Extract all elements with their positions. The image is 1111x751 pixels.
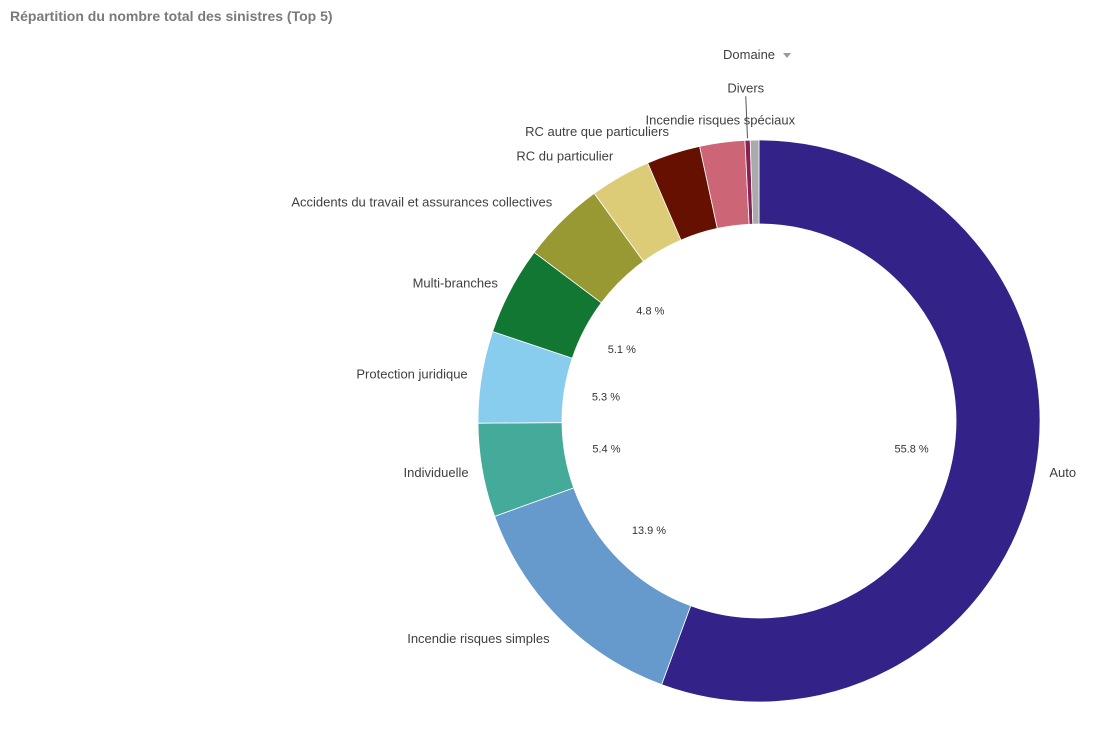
category-label-multi-branches: Multi-branches xyxy=(413,276,499,291)
caret-down-icon xyxy=(783,53,792,58)
domaine-dropdown-label: Domaine xyxy=(723,47,776,62)
pct-label-multi-branches: 5.1 % xyxy=(608,344,636,356)
category-label-protection-juridique: Protection juridique xyxy=(356,367,467,382)
category-label-rc-autre-que-particuliers: RC autre que particuliers xyxy=(525,124,669,139)
pct-label-accidents-du-travail-et-assurances-collectives: 4.8 % xyxy=(636,305,664,317)
category-label-individuelle: Individuelle xyxy=(404,465,469,480)
category-label-accidents-du-travail-et-assurances-collectives: Accidents du travail et assurances colle… xyxy=(291,195,552,210)
category-label-incendie-risques-speciaux: Incendie risques spéciaux xyxy=(646,113,796,128)
category-label-divers: Divers xyxy=(727,80,764,95)
domaine-dropdown[interactable]: Domaine xyxy=(723,47,792,62)
pct-label-incendie-risques-simples: 13.9 % xyxy=(632,525,666,537)
category-label-rc-du-particulier: RC du particulier xyxy=(516,149,613,164)
slice-incendie-risques-simples[interactable] xyxy=(494,487,692,686)
chart-title: Répartition du nombre total des sinistre… xyxy=(10,8,333,24)
category-label-auto: Auto xyxy=(1049,465,1076,480)
slice-auto[interactable] xyxy=(661,139,1041,703)
pct-label-individuelle: 5.4 % xyxy=(592,443,620,455)
slice-other-10[interactable] xyxy=(749,139,760,225)
pct-label-protection-juridique: 5.3 % xyxy=(592,392,620,404)
category-label-incendie-risques-simples: Incendie risques simples xyxy=(407,631,550,646)
pct-label-auto: 55.8 % xyxy=(894,443,928,455)
leader-line-divers xyxy=(745,96,748,139)
